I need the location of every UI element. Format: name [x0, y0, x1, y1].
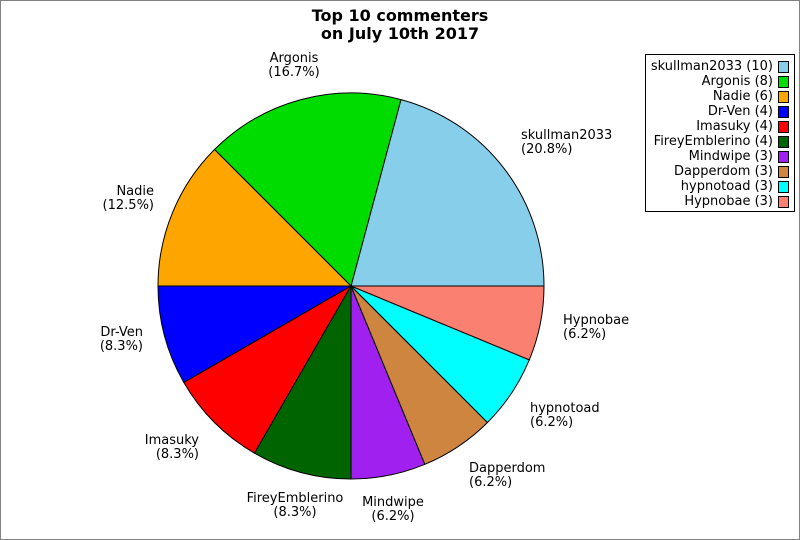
pie-label-name: Imasuky — [144, 433, 199, 448]
pie-label-dapperdom: Dapperdom (6.2%) — [469, 462, 545, 489]
legend-item-dapperdom: Dapperdom (3) — [650, 164, 789, 179]
legend-item-label: Nadie (6) — [712, 89, 773, 104]
pie-label-imasuky: Imasuky (8.3%) — [145, 434, 199, 461]
chart-title-line2: on July 10th 2017 — [320, 24, 480, 43]
pie-label-argonis: Argonis (16.7%) — [268, 52, 319, 79]
legend: skullman2033 (10) Argonis (8) Nadie (6) Dr-… — [645, 54, 795, 212]
pie-label-percent: (16.7%) — [268, 64, 320, 80]
legend-color-swatch-hypnobae — [778, 195, 789, 208]
legend-item-label: hypnotoad (3) — [680, 179, 773, 194]
pie-label-name: skullman2033 — [521, 128, 613, 143]
pie-label-name: Nadie — [116, 184, 154, 199]
legend-color-swatch-mindwipe — [778, 150, 789, 163]
pie-label-name: Hypnobae — [563, 313, 630, 328]
legend-item-label: FireyEmblerino (4) — [653, 134, 773, 149]
legend-color-swatch-hypnotoad — [778, 180, 789, 193]
chart-title: Top 10 commenters on July 10th 2017 — [1, 7, 799, 43]
pie-slice-nadie — [157, 148, 353, 287]
pie-label-percent: (6.2%) — [469, 474, 513, 490]
pie-slice-fireyemblerino — [253, 284, 352, 480]
pie-label-mindwipe: Mindwipe (6.2%) — [362, 496, 424, 523]
pie-slice-imasuky — [183, 284, 353, 454]
legend-item-label: Hypnobae (3) — [684, 194, 773, 209]
pie-slice-dr-ven — [157, 285, 353, 384]
pie-label-name: FireyEmblerino — [246, 491, 344, 506]
legend-item-dr-ven: Dr-Ven (4) — [650, 104, 789, 119]
pie-label-name: Mindwipe — [362, 495, 424, 510]
pie-label-percent: (12.5%) — [102, 197, 154, 213]
legend-color-swatch-dapperdom — [778, 165, 789, 178]
pie-label-hypnotoad: hypnotoad (6.2%) — [530, 402, 600, 429]
legend-item-fireyemblerino: FireyEmblerino (4) — [650, 134, 789, 149]
legend-item-hypnobae: Hypnobae (3) — [650, 194, 789, 209]
pie-label-percent: (8.3%) — [155, 446, 199, 462]
legend-item-label: Dapperdom (3) — [673, 164, 773, 179]
pie-label-percent: (6.2%) — [563, 326, 607, 342]
pie-label-hypnobae: Hypnobae (6.2%) — [563, 314, 629, 341]
legend-item-label: Mindwipe (3) — [688, 149, 773, 164]
legend-item-label: Argonis (8) — [701, 74, 773, 89]
legend-item-nadie: Nadie (6) — [650, 89, 789, 104]
legend-item-label: skullman2033 (10) — [650, 59, 773, 74]
pie-label-percent: (6.2%) — [530, 414, 574, 430]
pie-label-percent: (8.3%) — [273, 504, 317, 520]
chart-title-line1: Top 10 commenters — [311, 6, 489, 25]
pie-label-dr-ven: Dr-Ven (8.3%) — [100, 326, 143, 353]
legend-color-swatch-fireyemblerino — [778, 135, 789, 148]
pie-label-percent: (20.8%) — [521, 141, 573, 157]
legend-item-label: Imasuky (4) — [696, 119, 773, 134]
pie-slice-skullman2033 — [350, 98, 545, 287]
legend-item-skullman2033: skullman2033 (10) — [650, 59, 789, 74]
pie-label-skullman2033: skullman2033 (20.8%) — [521, 129, 612, 156]
pie-label-name: hypnotoad — [530, 401, 600, 416]
legend-color-swatch-argonis — [778, 75, 789, 88]
legend-item-argonis: Argonis (8) — [650, 74, 789, 89]
legend-color-swatch-imasuky — [778, 120, 789, 133]
pie-label-name: Dr-Ven — [100, 325, 143, 340]
pie-label-name: Argonis — [269, 51, 319, 66]
pie-label-percent: (8.3%) — [99, 338, 143, 354]
pie-slice-argonis — [213, 92, 402, 287]
pie-label-fireyemblerino: FireyEmblerino (8.3%) — [247, 492, 344, 519]
legend-item-mindwipe: Mindwipe (3) — [650, 149, 789, 164]
pie-slice-hypnobae — [350, 285, 545, 361]
pie-label-name: Dapperdom — [469, 461, 546, 476]
pie-label-percent: (6.2%) — [371, 508, 415, 524]
legend-color-swatch-nadie — [778, 90, 789, 103]
legend-color-swatch-dr-ven — [778, 105, 789, 118]
legend-item-label: Dr-Ven (4) — [707, 104, 773, 119]
legend-item-imasuky: Imasuky (4) — [650, 119, 789, 134]
legend-color-swatch-skullman2033 — [778, 60, 789, 73]
pie-label-nadie: Nadie (12.5%) — [103, 185, 154, 212]
legend-item-hypnotoad: hypnotoad (3) — [650, 179, 789, 194]
